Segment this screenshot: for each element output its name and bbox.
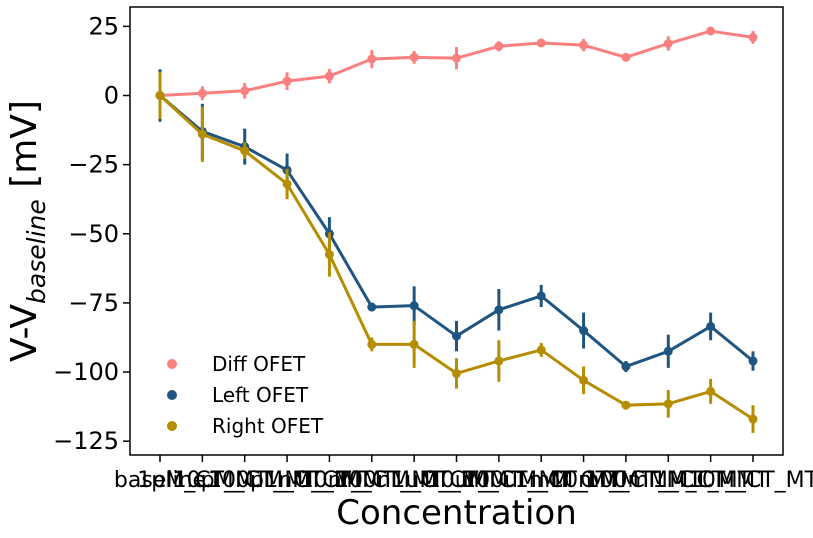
y-tick-label: −50: [68, 220, 119, 248]
x-tick-label: 10uM_CT_MT: [427, 468, 572, 493]
y-tick-label: −75: [68, 289, 119, 317]
x-tick-label: 100pM_CT_MT: [208, 468, 367, 493]
data-point: [282, 179, 292, 189]
x-tick-label: 10pM_CT_MT: [173, 468, 318, 493]
x-axis: baseline1pM_CT_MT10pM_CT_MT100pM_CT_MT1n…: [114, 455, 813, 493]
data-point: [579, 375, 589, 385]
x-tick-label: 100uM_CT_MT: [462, 468, 621, 493]
y-axis: 25 0 −25 −50 −75 −100 −125: [53, 12, 130, 455]
data-point: [197, 129, 207, 139]
x-tick-label: 1pM_CT_MT: [137, 468, 268, 493]
x-tick-label: 10mM_CT_MT: [550, 468, 702, 493]
data-point: [494, 41, 504, 51]
series-layer: [155, 26, 758, 433]
data-point: [452, 368, 461, 378]
y-tick-label: 25: [88, 12, 119, 40]
data-point: [706, 386, 716, 396]
data-point: [197, 88, 207, 98]
y-axis-title-main: V-V: [4, 304, 45, 362]
data-point: [324, 71, 334, 81]
y-tick-label: −25: [68, 151, 119, 179]
legend-marker: [167, 390, 177, 400]
x-tick-label: baseline: [114, 468, 206, 493]
x-tick-label: 10nM_CT_MT: [300, 468, 445, 493]
data-point: [621, 52, 631, 62]
data-point: [706, 26, 716, 36]
legend-label: Right OFET: [212, 414, 324, 438]
x-tick-label: 100nM_CT_MT: [335, 468, 494, 493]
data-point: [240, 86, 250, 96]
data-point: [621, 400, 631, 410]
y-axis-title: V-Vbaseline [mV]: [4, 100, 51, 362]
data-point: [536, 291, 546, 301]
data-point: [409, 52, 419, 62]
x-tick-label: 1mM_CT_MT: [515, 468, 653, 493]
legend-marker: [167, 359, 177, 369]
y-axis-title-subscript: baseline: [22, 199, 51, 304]
data-point: [621, 362, 631, 372]
y-tick-label: −100: [53, 358, 119, 386]
y-tick-label: −125: [53, 427, 119, 455]
data-point: [536, 345, 546, 355]
data-point: [367, 54, 377, 64]
data-point: [409, 301, 419, 311]
data-point: [748, 32, 758, 42]
legend-label: Diff OFET: [212, 352, 306, 376]
data-point: [663, 39, 673, 49]
x-tick-label: 1M_CT_MT: [653, 468, 770, 493]
data-point: [579, 326, 589, 336]
x-tick-label: 1uM_CT_MT: [391, 468, 522, 493]
y-axis-title-unit: [mV]: [4, 100, 45, 199]
data-point: [324, 250, 334, 260]
data-point: [452, 53, 461, 63]
data-point: [663, 346, 673, 356]
data-point: [367, 302, 377, 312]
legend-label: Left OFET: [212, 383, 309, 407]
data-point: [452, 331, 461, 341]
series-right-ofet: [155, 71, 758, 433]
data-point: [409, 339, 419, 349]
svg-text:V-Vbaseline [mV]: V-Vbaseline [mV]: [4, 100, 51, 362]
data-point: [536, 38, 546, 48]
data-point: [663, 399, 673, 409]
data-point: [748, 414, 758, 424]
data-point: [367, 339, 377, 349]
x-axis-title: Concentration: [336, 493, 577, 533]
x-tick-label: 100mM_CT_MT: [585, 468, 751, 493]
data-point: [494, 356, 504, 366]
data-point: [240, 146, 250, 156]
x-tick-label: 10M_CT_MT: [688, 468, 813, 493]
data-point: [282, 76, 292, 86]
x-tick-label: 1nM_CT_MT: [264, 468, 395, 493]
series-left-ofet: [155, 69, 758, 373]
data-point: [579, 40, 589, 50]
legend: Diff OFET Left OFET Right OFET: [167, 352, 324, 438]
data-point: [706, 321, 716, 331]
y-tick-label: 0: [104, 81, 119, 109]
series-diff-ofet: [155, 26, 758, 101]
data-point: [155, 90, 165, 100]
data-point: [748, 356, 758, 366]
data-point: [494, 305, 504, 315]
legend-marker: [167, 421, 177, 431]
